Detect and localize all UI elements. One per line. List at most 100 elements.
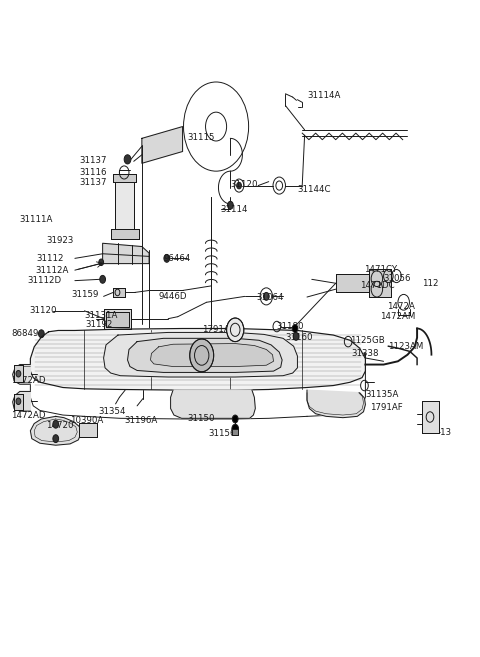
Text: 86849: 86849 — [11, 329, 38, 338]
Bar — [14, 394, 23, 410]
Polygon shape — [30, 417, 81, 445]
Bar — [79, 423, 97, 438]
Polygon shape — [104, 332, 298, 377]
Circle shape — [228, 201, 233, 209]
Polygon shape — [142, 127, 182, 164]
Circle shape — [232, 415, 238, 423]
Text: 31115: 31115 — [187, 133, 215, 141]
Bar — [111, 229, 139, 238]
Circle shape — [53, 435, 59, 443]
Circle shape — [232, 424, 239, 434]
Text: 31114: 31114 — [221, 205, 248, 214]
Bar — [104, 309, 132, 328]
Circle shape — [16, 398, 21, 405]
Text: 31135A: 31135A — [365, 390, 399, 399]
Text: 1472AM: 1472AM — [380, 311, 416, 321]
Bar — [106, 312, 129, 327]
Text: 1471CY: 1471CY — [364, 265, 397, 274]
Bar — [111, 229, 139, 238]
Text: 31120: 31120 — [230, 180, 258, 189]
Text: 1472A: 1472A — [387, 302, 415, 311]
Bar — [369, 269, 391, 297]
Bar — [422, 401, 439, 434]
Text: 1791AF: 1791AF — [370, 403, 403, 412]
Bar — [79, 423, 97, 438]
Bar — [369, 269, 391, 297]
Text: 31144C: 31144C — [298, 185, 331, 194]
Text: 31112D: 31112D — [27, 276, 61, 285]
Circle shape — [293, 332, 299, 340]
Text: 31116: 31116 — [80, 168, 107, 177]
Text: 31354: 31354 — [99, 407, 126, 416]
Text: 96464: 96464 — [163, 254, 191, 263]
Text: 31196A: 31196A — [124, 416, 157, 425]
Polygon shape — [12, 392, 30, 411]
Bar — [113, 173, 136, 181]
Circle shape — [16, 371, 21, 377]
Text: 31192: 31192 — [86, 320, 113, 329]
Text: 31064: 31064 — [257, 293, 284, 302]
Circle shape — [100, 275, 106, 283]
Polygon shape — [151, 344, 274, 367]
Bar — [113, 288, 125, 297]
Text: 1472AD: 1472AD — [11, 376, 46, 386]
Bar — [106, 312, 129, 327]
Bar — [336, 274, 369, 292]
Text: 31137: 31137 — [80, 179, 107, 187]
Text: 1471DC: 1471DC — [360, 281, 394, 290]
Text: 1472AD: 1472AD — [11, 411, 46, 420]
Bar — [14, 365, 23, 382]
Bar — [14, 365, 23, 382]
Polygon shape — [128, 338, 282, 373]
Text: -13: -13 — [437, 428, 451, 437]
Text: 31156: 31156 — [209, 429, 236, 438]
Polygon shape — [103, 243, 149, 263]
Text: 31112A: 31112A — [35, 266, 69, 275]
Text: 1791AM: 1791AM — [202, 325, 237, 334]
Text: 31159: 31159 — [72, 290, 99, 299]
Text: 1123AM: 1123AM — [388, 342, 424, 351]
Text: 31150: 31150 — [187, 414, 215, 423]
Polygon shape — [170, 390, 255, 419]
Circle shape — [53, 420, 59, 428]
Text: 112: 112 — [422, 279, 438, 288]
Circle shape — [292, 325, 298, 332]
Text: 31131A: 31131A — [84, 311, 118, 320]
Text: 31114A: 31114A — [307, 91, 340, 101]
Text: 31137: 31137 — [80, 156, 107, 164]
Polygon shape — [30, 328, 365, 390]
Circle shape — [190, 339, 214, 372]
Circle shape — [38, 330, 44, 338]
Bar — [336, 274, 369, 292]
Circle shape — [118, 178, 125, 187]
Polygon shape — [307, 390, 365, 418]
Text: 1125GB: 1125GB — [350, 336, 385, 345]
Bar — [14, 394, 23, 410]
Circle shape — [99, 259, 104, 265]
Text: 31120: 31120 — [29, 306, 57, 315]
Text: 31111A: 31111A — [20, 215, 53, 224]
Circle shape — [227, 318, 244, 342]
Circle shape — [264, 292, 269, 300]
Text: 31923: 31923 — [46, 236, 73, 245]
Text: 31338: 31338 — [351, 349, 379, 358]
Text: 31180: 31180 — [276, 322, 303, 331]
Text: 31160: 31160 — [286, 333, 313, 342]
Text: 14720: 14720 — [46, 421, 73, 430]
Bar — [113, 173, 136, 181]
Circle shape — [124, 155, 131, 164]
Text: 31056: 31056 — [384, 274, 411, 283]
Polygon shape — [12, 365, 30, 384]
Bar — [115, 180, 134, 231]
Text: 10390A: 10390A — [70, 416, 103, 425]
Bar — [104, 309, 132, 328]
Text: 31112: 31112 — [36, 254, 64, 263]
Text: 9446D: 9446D — [158, 292, 187, 301]
Bar — [113, 288, 125, 297]
Bar — [232, 429, 238, 435]
Bar — [232, 429, 238, 435]
Circle shape — [164, 254, 169, 262]
Bar — [422, 401, 439, 434]
Bar — [115, 180, 134, 231]
Circle shape — [237, 182, 241, 189]
